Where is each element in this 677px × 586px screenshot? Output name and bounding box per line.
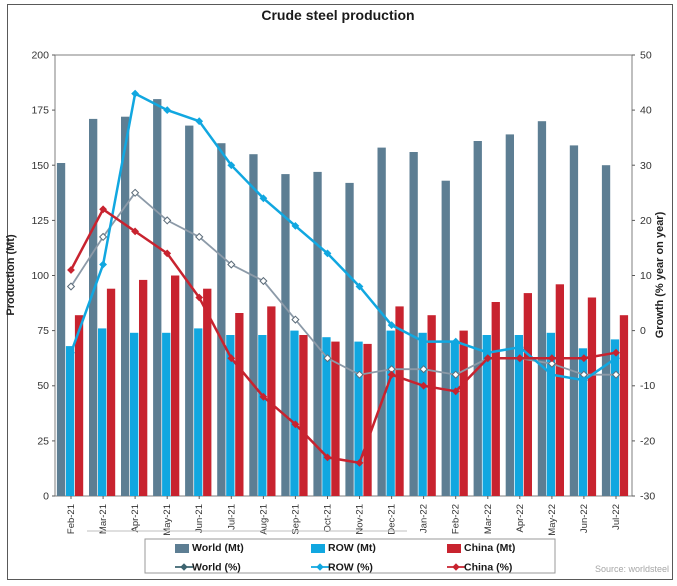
svg-text:150: 150 [31,160,49,172]
svg-text:Jul-21: Jul-21 [226,504,237,530]
svg-text:Mar-21: Mar-21 [98,504,109,534]
svg-text:10: 10 [640,270,652,282]
svg-text:Source: worldsteel: Source: worldsteel [595,564,669,574]
svg-text:Growth (% year on year): Growth (% year on year) [654,211,666,338]
svg-text:-30: -30 [640,491,655,503]
svg-text:Feb-21: Feb-21 [66,504,77,534]
svg-text:ROW (Mt): ROW (Mt) [328,542,376,554]
svg-text:50: 50 [37,380,49,392]
svg-text:0: 0 [43,491,49,503]
svg-text:100: 100 [31,270,49,282]
svg-text:Jan-22: Jan-22 [419,504,430,533]
svg-text:Crude steel production: Crude steel production [261,7,414,23]
svg-text:May-22: May-22 [547,504,558,536]
svg-text:Jun-22: Jun-22 [579,504,590,533]
svg-text:Mar-22: Mar-22 [483,504,494,534]
svg-text:Feb-22: Feb-22 [451,504,462,534]
svg-text:Jul-22: Jul-22 [611,504,622,530]
svg-text:Oct-21: Oct-21 [323,504,334,533]
svg-text:Nov-21: Nov-21 [355,504,366,535]
svg-text:125: 125 [31,215,49,227]
svg-text:Apr-22: Apr-22 [515,504,526,533]
svg-text:ROW (%): ROW (%) [328,562,373,574]
svg-text:200: 200 [31,50,49,62]
svg-text:Aug-21: Aug-21 [258,504,269,535]
svg-text:World (Mt): World (Mt) [192,542,244,554]
svg-text:20: 20 [640,215,652,227]
svg-text:0: 0 [640,325,646,337]
svg-text:Production (Mt): Production (Mt) [5,234,17,316]
svg-text:China (Mt): China (Mt) [464,542,515,554]
svg-text:50: 50 [640,50,652,62]
svg-text:Dec-21: Dec-21 [387,504,398,535]
svg-text:-20: -20 [640,435,655,447]
svg-text:Jun-21: Jun-21 [194,504,205,533]
svg-text:40: 40 [640,105,652,117]
svg-text:25: 25 [37,435,49,447]
svg-text:Apr-21: Apr-21 [130,504,141,533]
svg-text:World (%): World (%) [192,562,241,574]
svg-text:Sep-21: Sep-21 [290,504,301,535]
svg-text:75: 75 [37,325,49,337]
svg-text:-10: -10 [640,380,655,392]
svg-text:China (%): China (%) [464,562,512,574]
svg-text:30: 30 [640,160,652,172]
svg-text:175: 175 [31,105,49,117]
